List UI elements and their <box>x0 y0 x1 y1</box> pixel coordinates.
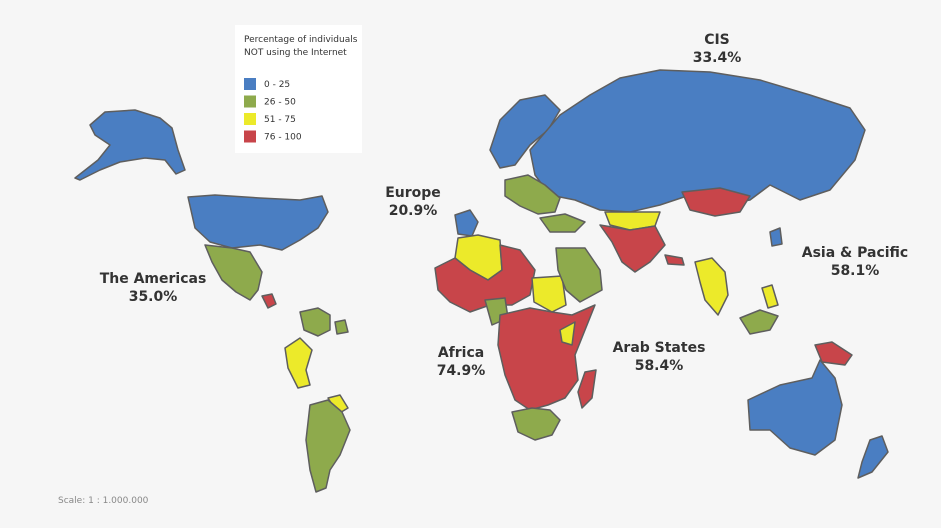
country-shape <box>454 209 479 237</box>
region-name: Europe <box>385 185 441 201</box>
country-shape <box>747 359 843 456</box>
country-shape <box>814 341 853 366</box>
legend-swatch <box>244 113 256 125</box>
country-shape <box>74 109 186 181</box>
country-shape <box>204 244 263 301</box>
region-value: 74.9% <box>437 363 486 379</box>
country-shape <box>539 213 586 233</box>
country-shape <box>489 94 561 169</box>
legend-label: 26 - 50 <box>264 98 296 108</box>
scale: Scale: 1 : 1.000.000 <box>58 496 149 506</box>
legend-swatch <box>244 95 256 108</box>
legend-label: 0 - 25 <box>264 80 290 90</box>
country-shape <box>555 247 603 303</box>
country-shape <box>434 244 536 313</box>
region-name: CIS <box>704 32 730 48</box>
country-shape <box>857 435 889 479</box>
legend-swatch <box>244 130 256 143</box>
region-name: Arab States <box>613 340 706 356</box>
country-shape <box>681 187 751 217</box>
region-labels: CIS 33.4% Europe 20.9% Asia & Pacific 58.1% Th… <box>100 32 909 379</box>
country-shape <box>664 254 685 266</box>
legend-title: Percentage of individuals <box>244 35 358 45</box>
region-name: Asia & Pacific <box>802 245 908 261</box>
country-shape <box>334 319 349 335</box>
country-shape <box>299 307 331 337</box>
region-name: Africa <box>438 345 484 361</box>
legend-label: 51 - 75 <box>264 115 296 125</box>
region-value: 20.9% <box>389 203 438 219</box>
country-shape <box>599 224 666 273</box>
legend-swatch <box>244 78 256 90</box>
country-shape <box>187 194 329 251</box>
country-shape <box>559 321 576 346</box>
legend-label: 76 - 100 <box>264 133 302 143</box>
country-shape <box>504 174 561 215</box>
country-shape <box>529 69 866 213</box>
countries <box>74 69 889 493</box>
country-shape <box>511 407 561 441</box>
country-shape <box>769 227 783 247</box>
region-value: 58.4% <box>635 358 684 374</box>
country-shape <box>261 293 277 309</box>
region-value: 58.1% <box>831 263 880 279</box>
region-value: 35.0% <box>129 289 178 305</box>
country-shape <box>284 337 313 389</box>
legend-box <box>235 25 362 153</box>
country-shape <box>761 284 779 309</box>
country-shape <box>577 369 597 409</box>
region-name: The Americas <box>100 271 207 287</box>
country-shape <box>305 399 351 493</box>
country-shape <box>739 309 779 335</box>
legend-title: NOT using the Internet <box>244 48 347 58</box>
country-shape <box>531 275 567 313</box>
legend-items: 0 - 25 26 - 50 51 - 75 76 - 100 <box>244 78 302 143</box>
region-value: 33.4% <box>693 50 742 66</box>
country-shape <box>694 257 729 316</box>
